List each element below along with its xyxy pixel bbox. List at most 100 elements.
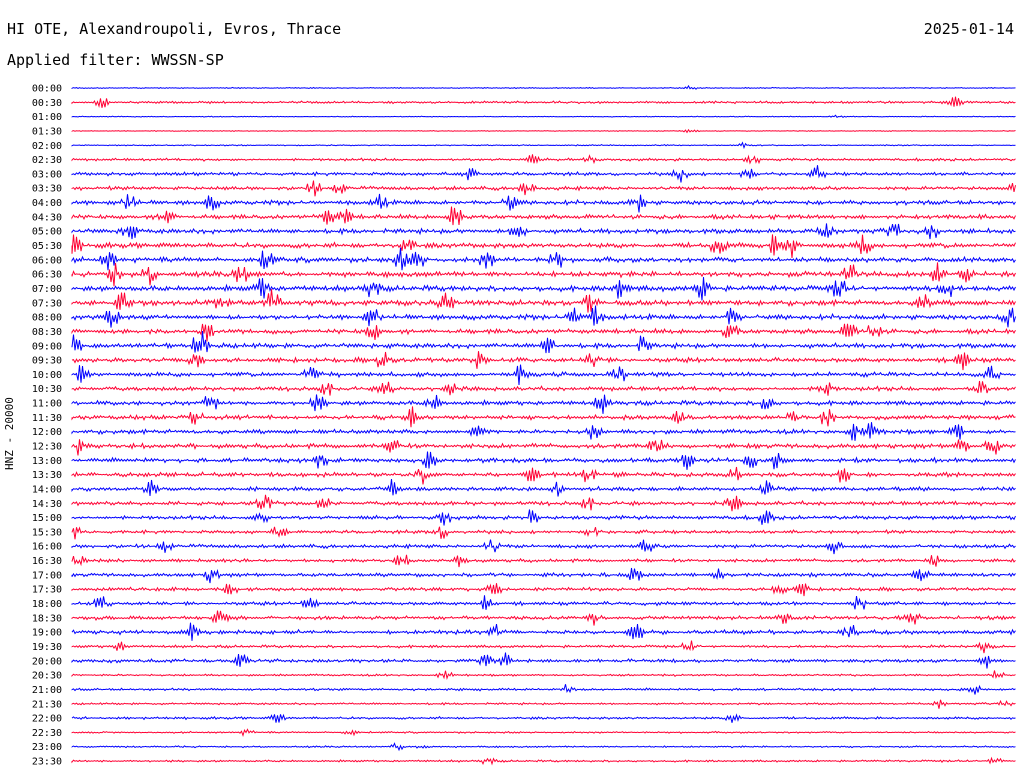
time-tick-label: 14:30 (32, 499, 62, 510)
time-tick-label: 18:00 (32, 599, 62, 610)
time-tick-label: 05:00 (32, 227, 62, 238)
seismic-trace-0330 (71, 180, 1016, 197)
time-tick-label: 15:30 (32, 527, 62, 538)
time-tick-label: 19:30 (32, 642, 62, 653)
time-tick-label: 04:30 (32, 212, 62, 223)
time-tick-label: 01:30 (32, 126, 62, 137)
time-tick-label: 09:00 (32, 341, 62, 352)
time-tick-label: 02:00 (32, 141, 62, 152)
time-tick-label: 10:00 (32, 370, 62, 381)
time-tick-label: 00:30 (32, 98, 62, 109)
time-tick-label: 11:30 (32, 413, 62, 424)
time-tick-label: 09:30 (32, 356, 62, 367)
time-tick-label: 13:30 (32, 470, 62, 481)
seismic-trace-2000 (71, 652, 1016, 669)
time-tick-label: 06:30 (32, 270, 62, 281)
seismic-trace-1130 (71, 406, 1016, 428)
time-tick-label: 14:00 (32, 484, 62, 495)
time-tick-label: 00:00 (32, 84, 62, 95)
time-tick-label: 15:00 (32, 513, 62, 524)
seismic-trace-0500 (71, 223, 1016, 240)
time-tick-label: 17:30 (32, 585, 62, 596)
time-tick-label: 12:00 (32, 427, 62, 438)
time-tick-label: 21:00 (32, 685, 62, 696)
seismic-trace-0130 (71, 128, 1016, 134)
seismic-trace-1200 (71, 422, 1016, 441)
seismic-trace-0300 (71, 165, 1016, 183)
time-tick-label: 21:30 (32, 699, 62, 710)
seismic-trace-1030 (71, 380, 1016, 396)
seismic-trace-1400 (71, 479, 1016, 497)
seismic-trace-2200 (71, 713, 1016, 723)
time-tick-label: 23:30 (32, 757, 62, 768)
seismic-trace-1300 (71, 451, 1016, 470)
seismic-trace-1630 (71, 554, 1016, 568)
time-tick-label: 08:30 (32, 327, 62, 338)
time-tick-label: 16:00 (32, 542, 62, 553)
time-tick-label: 10:30 (32, 384, 62, 395)
seismic-trace-0230 (71, 154, 1016, 165)
time-tick-label: 20:00 (32, 656, 62, 667)
seismic-trace-1800 (71, 595, 1016, 610)
seismic-trace-1230 (71, 439, 1016, 456)
time-tick-label: 06:00 (32, 255, 62, 266)
seismic-trace-0600 (71, 247, 1016, 271)
seismic-trace-1830 (71, 610, 1016, 626)
seismic-trace-2230 (71, 728, 1016, 738)
time-tick-label: 13:00 (32, 456, 62, 467)
seismic-trace-0030 (71, 96, 1016, 109)
time-tick-label: 11:00 (32, 399, 62, 410)
seismic-trace-0200 (71, 141, 1016, 150)
seismic-trace-1100 (71, 394, 1016, 414)
time-tick-label: 18:30 (32, 613, 62, 624)
seismic-trace-0930 (71, 351, 1016, 371)
time-tick-label: 12:30 (32, 442, 62, 453)
seismic-trace-0100 (71, 114, 1016, 119)
seismic-trace-2100 (71, 684, 1016, 695)
time-tick-label: 05:30 (32, 241, 62, 252)
seismic-trace-0800 (71, 305, 1016, 328)
seismic-trace-1600 (71, 539, 1016, 555)
time-tick-label: 04:00 (32, 198, 62, 209)
seismic-trace-0900 (71, 331, 1016, 354)
seismic-trace-0530 (71, 234, 1016, 258)
time-tick-label: 16:30 (32, 556, 62, 567)
seismic-trace-0430 (71, 206, 1016, 226)
seismic-trace-2300 (71, 742, 1016, 752)
time-tick-label: 03:00 (32, 169, 62, 180)
seismic-trace-1700 (71, 567, 1016, 584)
station-title: HI OTE, Alexandroupoli, Evros, Thrace (7, 20, 342, 38)
seismic-trace-2130 (71, 699, 1016, 709)
time-tick-label: 22:00 (32, 714, 62, 725)
seismic-trace-0700 (71, 277, 1016, 301)
seismic-trace-1500 (71, 509, 1016, 526)
seismic-trace-1000 (71, 364, 1016, 386)
seismic-trace-1530 (71, 526, 1016, 540)
time-tick-label: 01:00 (32, 112, 62, 123)
seismic-trace-0630 (71, 262, 1016, 287)
seismic-trace-2030 (71, 670, 1016, 681)
time-tick-label: 23:00 (32, 742, 62, 753)
seismic-trace-1930 (71, 640, 1016, 654)
time-tick-label: 20:30 (32, 671, 62, 682)
time-tick-label: 17:00 (32, 570, 62, 581)
seismic-trace-1900 (71, 622, 1016, 641)
time-tick-label: 07:30 (32, 298, 62, 309)
seismic-trace-2330 (71, 756, 1016, 766)
time-tick-label: 03:30 (32, 184, 62, 195)
seismic-trace-0830 (71, 323, 1016, 342)
seismic-trace-1430 (71, 494, 1016, 512)
seismic-trace-1330 (71, 466, 1016, 485)
time-tick-label: 07:00 (32, 284, 62, 295)
seismic-trace-1730 (71, 583, 1016, 597)
seismic-trace-0000 (71, 84, 1016, 90)
seismic-trace-0730 (71, 289, 1016, 313)
time-tick-label: 08:00 (32, 313, 62, 324)
time-tick-label: 22:30 (32, 728, 62, 739)
time-tick-label: 19:00 (32, 628, 62, 639)
time-tick-label: 02:30 (32, 155, 62, 166)
date-label: 2025-01-14 (923, 20, 1014, 38)
seismic-trace-0400 (71, 193, 1016, 213)
filter-label: Applied filter: WWSSN-SP (7, 51, 224, 69)
